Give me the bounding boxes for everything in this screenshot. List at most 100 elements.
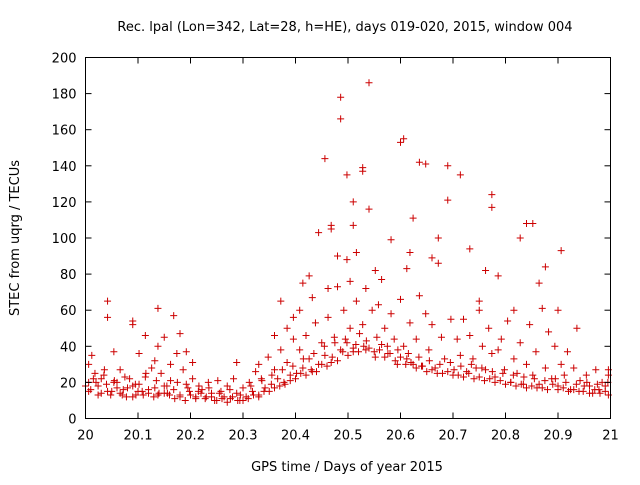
data-point [466, 331, 474, 339]
data-point [393, 360, 401, 368]
data-point [250, 391, 257, 399]
data-point [296, 306, 304, 314]
data-point [126, 375, 134, 383]
data-point [554, 386, 562, 394]
data-point [549, 380, 557, 388]
data-point [466, 245, 474, 253]
data-point [516, 234, 524, 242]
data-point [152, 377, 160, 385]
y-tick-label: 0 [68, 413, 76, 428]
data-point [349, 198, 357, 206]
data-marks [82, 79, 612, 406]
y-tick-label: 100 [52, 232, 77, 247]
data-point [218, 395, 226, 403]
data-point [456, 171, 464, 179]
data-point [475, 297, 483, 305]
data-point [236, 391, 244, 399]
data-point [286, 377, 294, 385]
data-point [185, 387, 193, 395]
data-point [173, 350, 181, 358]
data-point [283, 324, 291, 332]
data-point [444, 196, 452, 204]
data-point [406, 248, 414, 256]
data-point [535, 380, 543, 388]
data-point [562, 378, 570, 386]
data-point [204, 378, 212, 386]
y-axis-label: STEC from uqrg / TECUs [8, 160, 23, 316]
data-point [397, 353, 404, 361]
data-point [486, 375, 494, 383]
chart-title: Rec. lpal (Lon=342, Lat=28, h=HE), days … [117, 20, 572, 35]
data-point [116, 366, 124, 374]
data-point [124, 384, 131, 392]
data-point [565, 387, 572, 395]
data-point [482, 266, 490, 274]
data-point [271, 384, 278, 392]
data-point [460, 373, 467, 381]
data-point [365, 344, 373, 352]
data-point [281, 380, 289, 388]
data-point [201, 395, 209, 403]
y-tick-label: 180 [52, 88, 77, 103]
data-point [157, 369, 165, 377]
data-point [179, 366, 187, 374]
data-point [171, 395, 179, 403]
data-point [268, 371, 276, 379]
data-point [563, 348, 571, 356]
data-point [318, 360, 326, 368]
data-point [297, 369, 305, 377]
data-point [359, 167, 367, 175]
data-point [390, 335, 398, 343]
x-tick-label: 20.3 [229, 429, 258, 444]
data-point [103, 380, 110, 388]
data-point [299, 355, 307, 363]
data-point [365, 79, 373, 87]
data-point [403, 265, 411, 273]
data-point [257, 375, 265, 383]
data-point [386, 350, 394, 358]
data-point [337, 93, 345, 101]
data-point [170, 312, 178, 320]
data-point [582, 371, 590, 379]
data-point [415, 353, 423, 361]
data-point [428, 366, 436, 374]
data-point [415, 158, 423, 166]
data-point [592, 366, 600, 374]
y-tick-label: 60 [60, 304, 77, 319]
data-point [324, 313, 332, 321]
data-point [360, 342, 368, 350]
y-tick-label: 80 [60, 268, 77, 283]
data-point [104, 313, 112, 321]
data-point [478, 342, 486, 350]
data-point [545, 328, 553, 336]
data-point [573, 324, 581, 332]
data-point [391, 357, 399, 365]
data-point [551, 342, 559, 350]
data-point [145, 386, 152, 394]
data-point [431, 364, 439, 372]
data-point [320, 342, 328, 350]
data-point [289, 313, 297, 321]
data-point [551, 375, 559, 383]
data-point [233, 359, 241, 367]
data-point [496, 377, 504, 385]
data-point [255, 360, 263, 368]
data-point [601, 382, 609, 390]
data-point [371, 353, 379, 361]
data-point [132, 391, 140, 399]
data-point [244, 395, 252, 403]
data-point [344, 351, 352, 359]
data-point [307, 366, 315, 374]
data-point [447, 315, 455, 323]
data-point [233, 389, 241, 397]
data-point [280, 378, 288, 386]
data-point [261, 384, 269, 392]
data-point [151, 357, 159, 365]
data-point [92, 378, 100, 386]
data-point [400, 135, 408, 143]
data-point [383, 342, 391, 350]
data-point [381, 353, 389, 361]
data-point [94, 391, 102, 399]
data-point [415, 292, 423, 300]
